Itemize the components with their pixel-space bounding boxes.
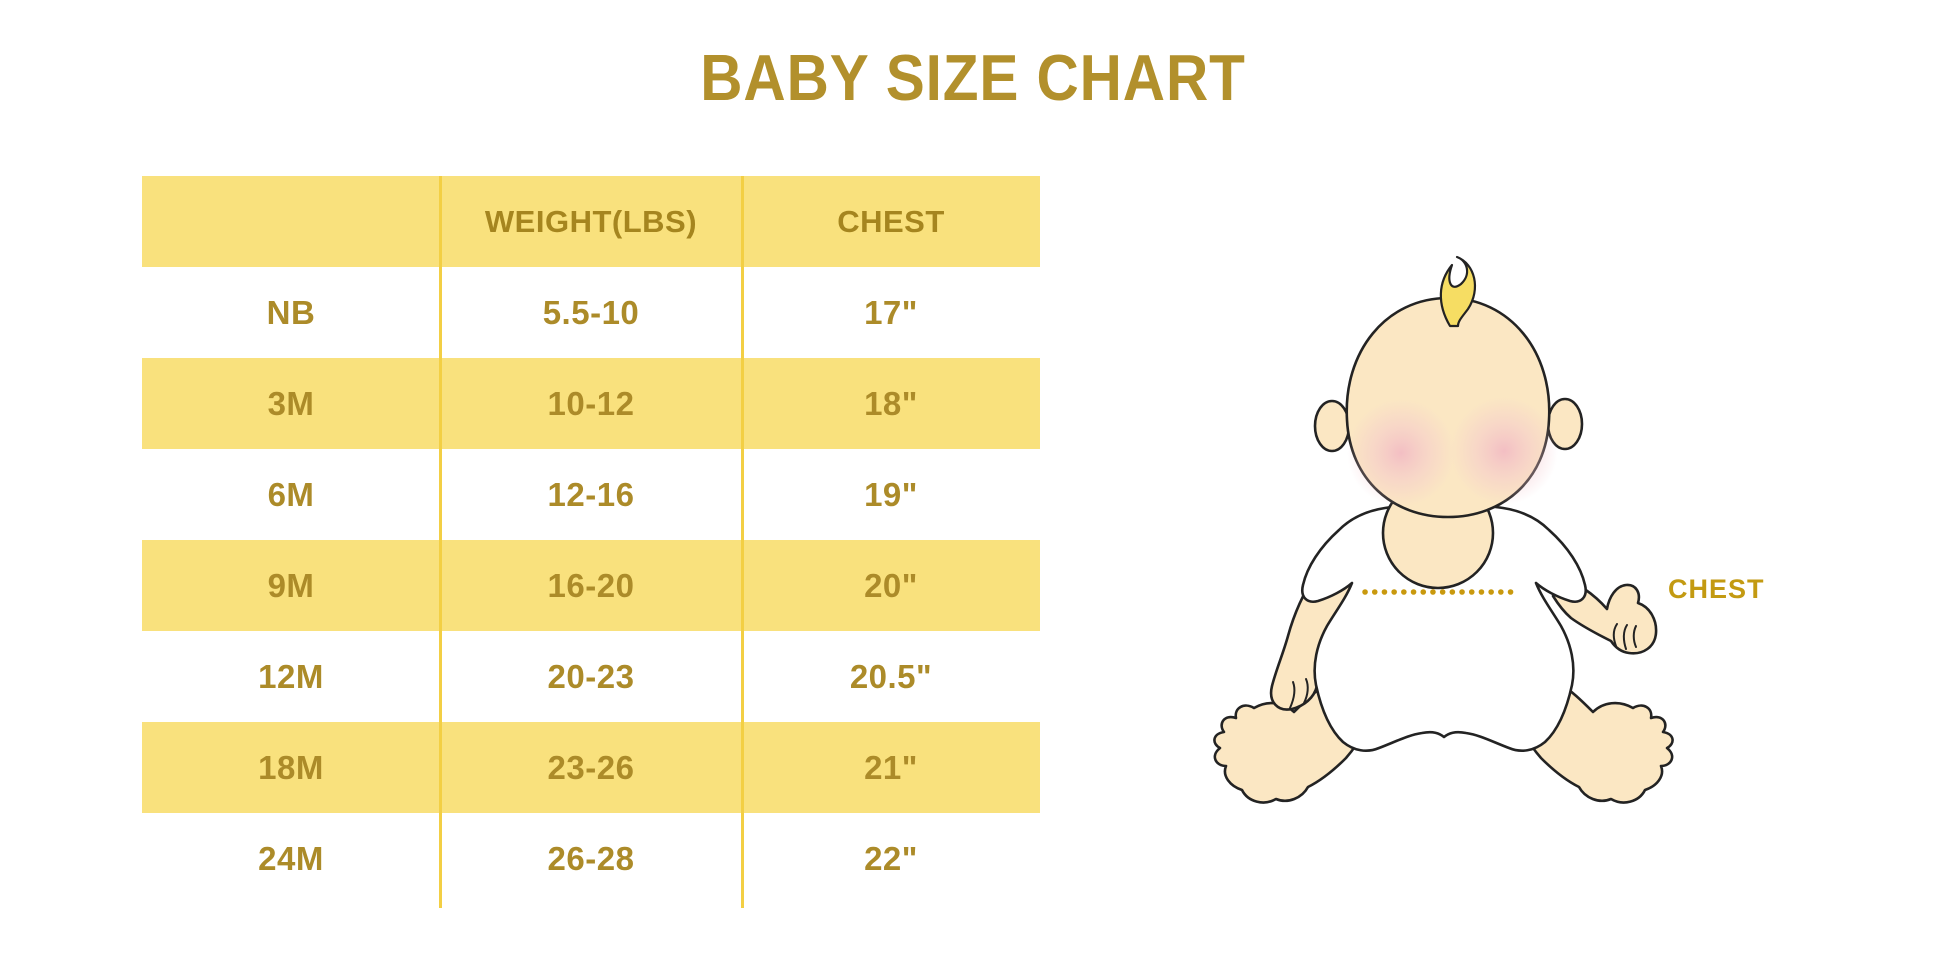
header-size-column: [142, 176, 440, 267]
page-title: BABY SIZE CHART: [700, 41, 1246, 114]
baby-illustration: [1180, 240, 1820, 860]
baby-blush-right: [1450, 397, 1558, 505]
chest-cell: 19": [864, 475, 918, 513]
chest-cell: 22": [864, 839, 918, 877]
table-row: 12M 20-23 20.5": [142, 631, 1040, 722]
baby-hair-curl: [1439, 255, 1477, 328]
size-cell: 3M: [267, 384, 315, 422]
weight-cell: 23-26: [547, 748, 635, 786]
header-chest-column: CHEST: [837, 203, 945, 239]
weight-cell: 20-23: [547, 657, 635, 695]
chest-cell: 18": [864, 384, 918, 422]
chest-cell: 21": [864, 748, 918, 786]
table-row: 18M 23-26 21": [142, 722, 1040, 813]
table-row: 6M 12-16 19": [142, 449, 1040, 540]
table-row: 3M 10-12 18": [142, 358, 1040, 449]
weight-cell: 10-12: [547, 384, 635, 422]
weight-cell: 5.5-10: [542, 293, 640, 331]
size-cell: 18M: [258, 748, 324, 786]
table-header-row: WEIGHT(LBS) CHEST: [142, 176, 1040, 267]
baby-ear-left: [1313, 399, 1351, 453]
table-row: NB 5.5-10 17": [142, 267, 1040, 358]
size-cell: 9M: [267, 566, 315, 604]
baby-right-hand-knuckles: [1612, 623, 1637, 650]
header-weight-column: WEIGHT(LBS): [484, 203, 698, 239]
table-row: 9M 16-20 20": [142, 540, 1040, 631]
chest-label: CHEST: [1668, 574, 1765, 604]
baby-left-hand-fingers: [1289, 678, 1309, 709]
weight-cell: 26-28: [547, 839, 635, 877]
table-column-divider-1: [439, 176, 442, 908]
size-cell: NB: [266, 293, 316, 331]
baby-drawing: [1213, 255, 1674, 804]
size-cell: 24M: [258, 839, 324, 877]
weight-cell: 12-16: [547, 475, 635, 513]
table-column-divider-2: [741, 176, 744, 908]
baby-onesie-body: [1301, 502, 1587, 752]
chest-cell: 20": [864, 566, 918, 604]
size-cell: 12M: [258, 657, 324, 695]
baby-blush-left: [1347, 399, 1455, 507]
weight-cell: 16-20: [547, 566, 635, 604]
chest-cell: 20.5": [849, 657, 933, 695]
baby-size-table: WEIGHT(LBS) CHEST NB 5.5-10 17" 3M 10-12…: [142, 176, 1040, 908]
size-table-body: NB 5.5-10 17" 3M 10-12 18" 6M 12-16 19" …: [142, 267, 1040, 904]
table-row: 24M 26-28 22": [142, 813, 1040, 904]
size-cell: 6M: [267, 475, 315, 513]
chest-cell: 17": [864, 293, 918, 331]
